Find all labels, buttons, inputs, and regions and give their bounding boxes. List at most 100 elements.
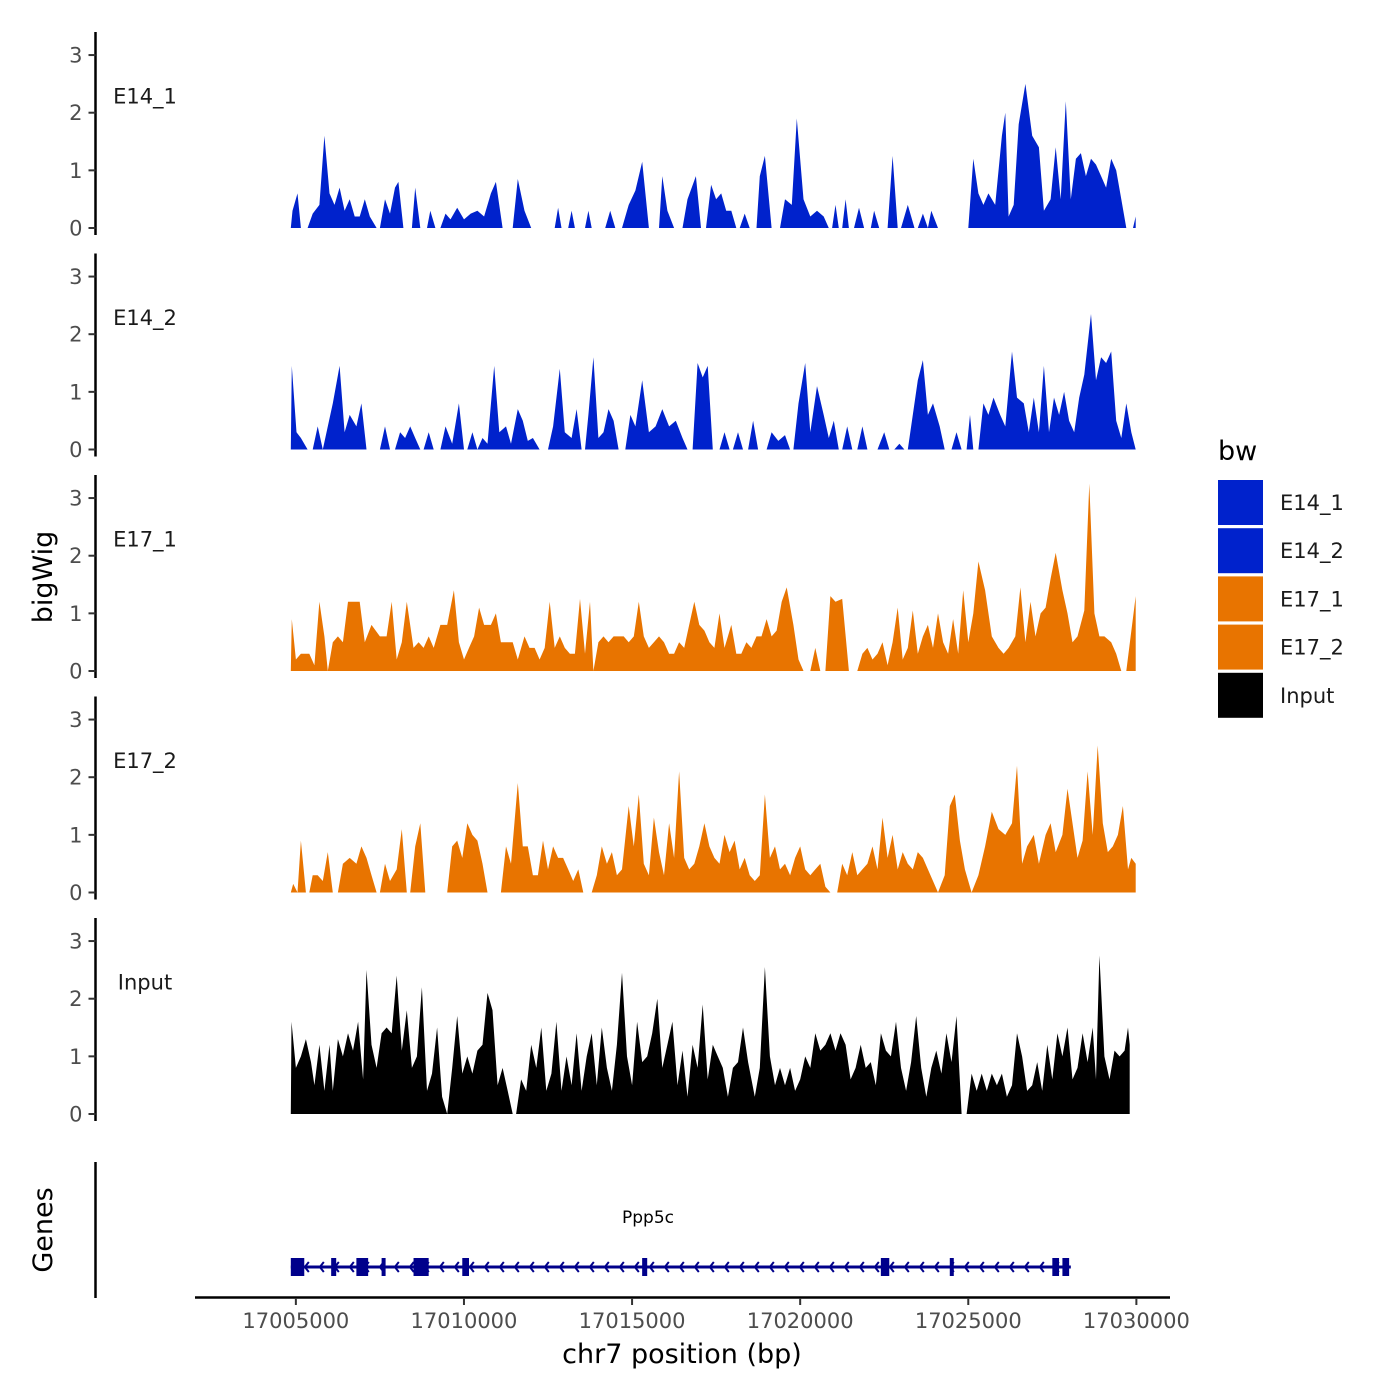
- y-tick-label: 0: [69, 660, 82, 684]
- gene-exon: [642, 1258, 648, 1276]
- strand-arrow: [588, 1261, 595, 1273]
- strand-arrow: [618, 1261, 625, 1273]
- y-tick-label: 1: [69, 602, 82, 626]
- legend-label-e17-1: E17_1: [1280, 587, 1344, 612]
- strand-arrow: [348, 1261, 355, 1273]
- coverage-area-e14-1: [290, 83, 1136, 229]
- strand-arrow: [513, 1261, 520, 1273]
- strand-arrow: [1008, 1261, 1015, 1273]
- strand-arrow: [738, 1261, 745, 1273]
- coverage-area-e14-2: [290, 314, 1136, 450]
- coverage-area-input: [290, 955, 1130, 1114]
- y-tick-label: 3: [69, 708, 82, 732]
- y-tick-label: 2: [69, 987, 82, 1011]
- x-tick-label: 17020000: [747, 1309, 854, 1333]
- gene-exon: [413, 1258, 429, 1276]
- strand-arrow: [993, 1261, 1000, 1273]
- legend-key-e17-2: [1218, 624, 1263, 670]
- track-label-input: Input: [118, 970, 172, 994]
- x-tick-label: 17025000: [915, 1309, 1022, 1333]
- legend-label-e14-1: E14_1: [1280, 491, 1344, 516]
- strand-arrow: [753, 1261, 760, 1273]
- strand-arrow: [843, 1261, 850, 1273]
- strand-arrow: [903, 1261, 910, 1273]
- y-tick-label: 2: [69, 544, 82, 568]
- strand-arrow: [453, 1261, 460, 1273]
- strand-arrow: [663, 1261, 670, 1273]
- genes-layer: Ppp5c Genes: [28, 1162, 1071, 1298]
- y-tick-label: 3: [69, 930, 82, 954]
- legend-label-e14-2: E14_2: [1280, 539, 1344, 564]
- gene-exon: [949, 1258, 954, 1276]
- strand-arrow: [678, 1261, 685, 1273]
- strand-arrow: [498, 1261, 505, 1273]
- strand-arrow: [723, 1261, 730, 1273]
- strand-arrow: [1023, 1261, 1030, 1273]
- strand-arrow: [978, 1261, 985, 1273]
- strand-arrow: [483, 1261, 490, 1273]
- y-tick-label: 3: [69, 487, 82, 511]
- strand-arrow: [573, 1261, 580, 1273]
- gene-exon: [331, 1258, 337, 1276]
- legend-key-input: [1218, 672, 1263, 718]
- x-axis-title: chr7 position (bp): [562, 1339, 802, 1370]
- legend-title: bw: [1218, 436, 1257, 467]
- y-tick-label: 3: [69, 44, 82, 68]
- gene-exon: [356, 1258, 369, 1276]
- gene-exon: [1052, 1258, 1060, 1276]
- strand-arrow: [798, 1261, 805, 1273]
- strand-arrow: [708, 1261, 715, 1273]
- strand-arrow: [858, 1261, 865, 1273]
- legend-label-e17-2: E17_2: [1280, 636, 1344, 661]
- strand-arrow: [633, 1261, 640, 1273]
- coverage-area-e17-2: [290, 745, 1136, 893]
- strand-arrow: [408, 1261, 415, 1273]
- legend-key-e14-1: [1218, 480, 1263, 525]
- strand-arrow: [828, 1261, 835, 1273]
- y-tick-label: 1: [69, 823, 82, 847]
- strand-arrow: [693, 1261, 700, 1273]
- y-tick-label: 0: [69, 881, 82, 905]
- strand-arrow: [603, 1261, 610, 1273]
- x-axis: chr7 position (bp) 17005000 17010000 17015…: [195, 1296, 1190, 1370]
- y-tick-label: 2: [69, 766, 82, 790]
- gene-exon: [1062, 1258, 1070, 1276]
- legend-label-input: Input: [1280, 684, 1334, 708]
- strand-arrow: [303, 1261, 310, 1273]
- coverage-area-e17-1: [290, 483, 1136, 671]
- x-tick-label: 17005000: [242, 1309, 349, 1333]
- x-tick-label: 17030000: [1083, 1309, 1190, 1333]
- strand-arrow: [393, 1261, 400, 1273]
- genes-axis-title: Genes: [28, 1187, 59, 1272]
- y-axis-title: bigWig: [28, 531, 59, 624]
- track-input: 0 1 2 3 Input: [69, 918, 1130, 1127]
- track-e14-2: 0 1 2 3 E14_2: [69, 253, 1136, 462]
- gene-exon: [381, 1258, 386, 1276]
- strand-arrow: [438, 1261, 445, 1273]
- gene-name-label: Ppp5c: [622, 1208, 674, 1228]
- x-tick-label: 17015000: [579, 1309, 686, 1333]
- track-e17-1: 0 1 2 3 E17_1: [69, 475, 1136, 684]
- x-tick-label: 17010000: [411, 1309, 518, 1333]
- strand-arrow: [963, 1261, 970, 1273]
- y-tick-label: 1: [69, 159, 82, 183]
- legend-key-e17-1: [1218, 576, 1263, 622]
- y-tick-label: 1: [69, 380, 82, 404]
- track-e14-1: 0 1 2 3 E14_1: [69, 32, 1136, 241]
- strand-arrow: [888, 1261, 895, 1273]
- track-e17-2: 0 1 2 3 E17_2: [69, 696, 1136, 905]
- strand-arrow: [813, 1261, 820, 1273]
- gene-exon: [462, 1258, 470, 1276]
- strand-arrow: [918, 1261, 925, 1273]
- gene-exon: [290, 1258, 305, 1276]
- strand-arrow: [318, 1261, 325, 1273]
- strand-arrow: [468, 1261, 475, 1273]
- strand-arrow: [528, 1261, 535, 1273]
- y-tick-label: 0: [69, 438, 82, 462]
- strand-arrow: [558, 1261, 565, 1273]
- y-tick-label: 2: [69, 101, 82, 125]
- strand-arrow: [768, 1261, 775, 1273]
- legend-key-e14-2: [1218, 528, 1263, 574]
- y-tick-label: 1: [69, 1045, 82, 1069]
